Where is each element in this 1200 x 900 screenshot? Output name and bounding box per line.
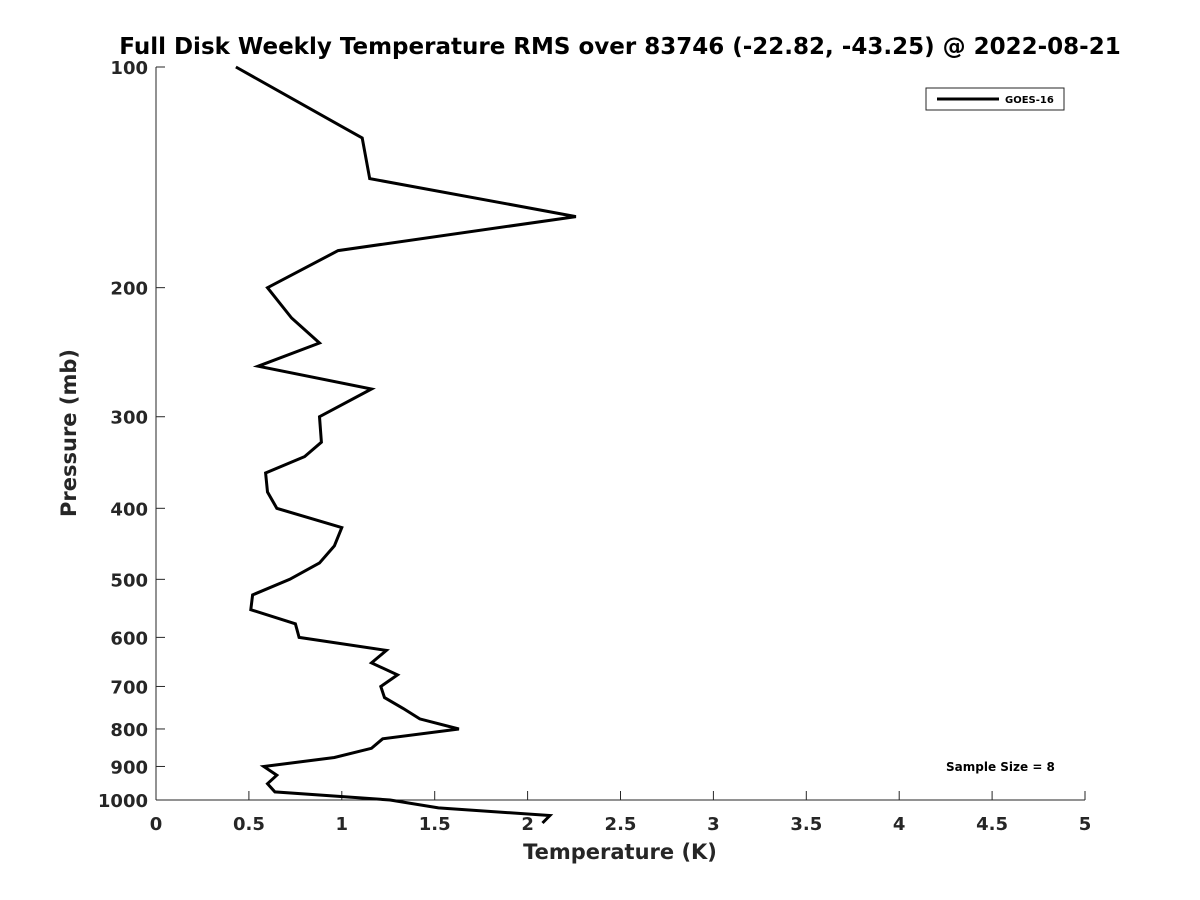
x-tick-label: 5 (1079, 814, 1092, 835)
sample-size-annotation: Sample Size = 8 (946, 760, 1055, 774)
x-tick-label: 2 (521, 814, 534, 835)
chart-title: Full Disk Weekly Temperature RMS over 83… (119, 34, 1121, 60)
y-tick-label: 500 (110, 570, 148, 591)
y-tick-label: 200 (110, 279, 148, 300)
y-tick-label: 700 (110, 677, 148, 698)
x-axis-label: Temperature (K) (523, 840, 717, 864)
x-tick-label: 2.5 (605, 814, 637, 835)
series-line-goes-16 (235, 65, 577, 825)
y-tick-label: 300 (110, 408, 148, 429)
x-tick-label: 4.5 (976, 814, 1008, 835)
y-tick-label: 900 (110, 757, 148, 778)
series-layer (235, 65, 577, 825)
x-tick-label: 3 (707, 814, 720, 835)
x-tick-label: 3.5 (790, 814, 822, 835)
y-tick-label: 1000 (98, 791, 148, 812)
x-axis-ticks: 0 0.5 1 1.5 2 2.5 3 3.5 4 4.5 5 (150, 791, 1092, 835)
y-tick-label: 800 (110, 720, 148, 741)
x-tick-label: 1 (336, 814, 349, 835)
y-axis-label: Pressure (mb) (57, 349, 81, 517)
legend-label-goes-16: GOES-16 (1005, 95, 1054, 106)
x-tick-label: 0 (150, 814, 163, 835)
y-axis-ticks: 100 200 300 400 500 600 700 800 900 1000 (98, 58, 165, 812)
y-tick-label: 400 (110, 499, 148, 520)
x-tick-label: 0.5 (233, 814, 265, 835)
y-tick-label: 100 (110, 58, 148, 79)
y-tick-label: 600 (110, 628, 148, 649)
x-tick-label: 1.5 (419, 814, 451, 835)
x-tick-label: 4 (893, 814, 906, 835)
legend: GOES-16 (925, 87, 1065, 111)
plot-area: 0 0.5 1 1.5 2 2.5 3 3.5 4 4.5 5 100 200 300 400 500 600… (98, 58, 1091, 835)
axes-box (156, 67, 1085, 800)
